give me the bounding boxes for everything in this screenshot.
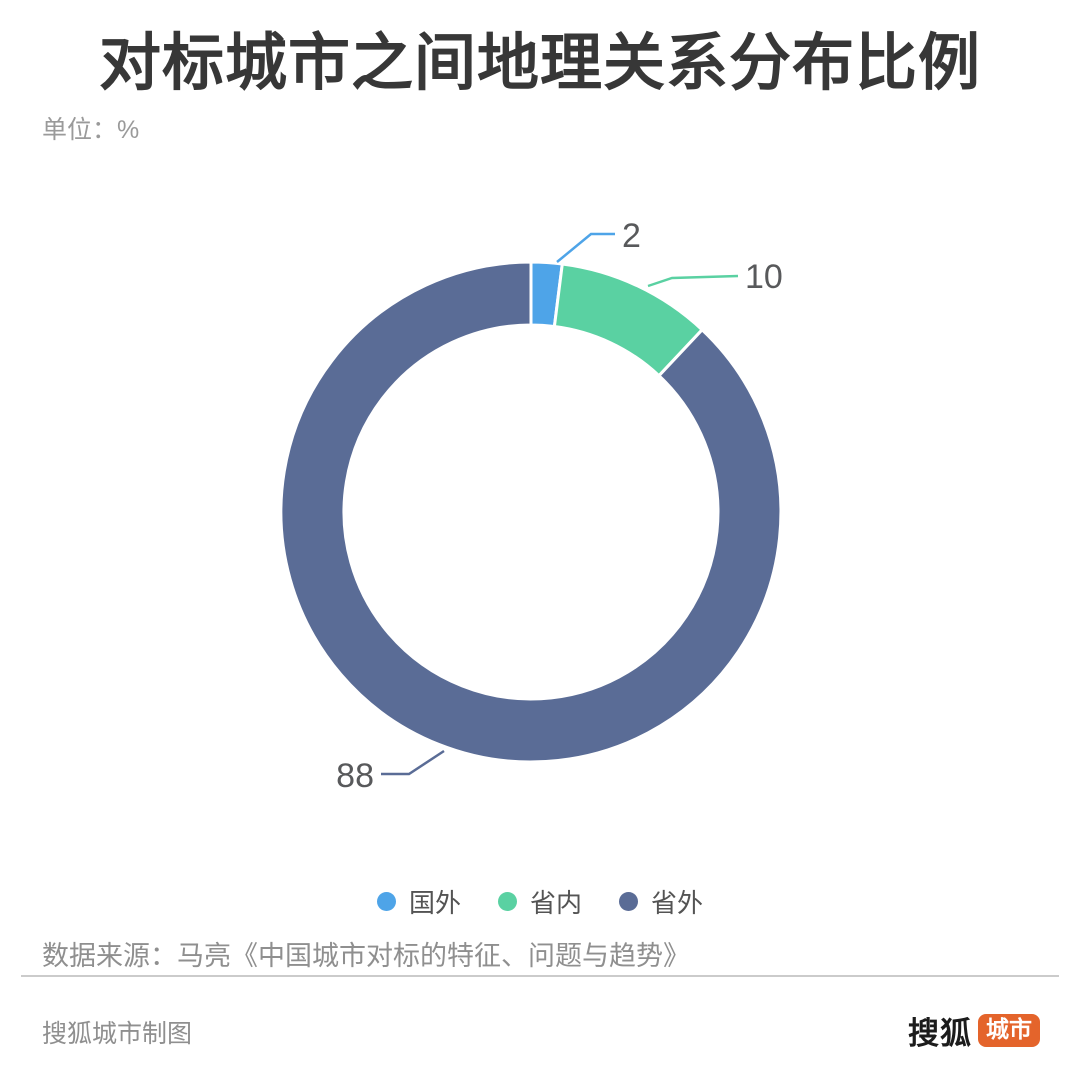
legend-item-国外: 国外 [376,883,461,920]
legend-dot-国外 [376,892,396,911]
page-title: 对标城市之间地理关系分布比例 [98,29,981,98]
sohu-city-logo: 搜狐 城市 [908,1008,1040,1053]
footer-divider [21,975,1059,977]
label-line-国外 [556,232,615,263]
data-label-省外: 88 [336,757,374,795]
legend-label-国外: 国外 [408,888,461,918]
label-line-省外 [381,749,445,776]
chart-legend: 国外 省内 省外 [0,883,1080,920]
data-label-国外: 2 [622,217,641,255]
legend-label-省内: 省内 [529,888,582,918]
legend-item-省内: 省内 [497,883,582,920]
legend-item-省外: 省外 [619,883,703,920]
legend-dot-省内 [497,892,517,911]
label-line-省内 [647,274,739,288]
data-source: 数据来源：马亮《中国城市对标的特征、问题与趋势》 [42,941,690,971]
sohu-logo-text: 搜狐 [908,1016,972,1051]
legend-dot-省外 [619,892,638,911]
sohu-city-badge: 城市 [978,1014,1040,1047]
data-label-省内: 10 [745,258,783,296]
unit-label: 单位：% [42,116,140,144]
donut-slice-省外 [279,260,783,764]
legend-label-省外: 省外 [651,888,704,918]
credit-text: 搜狐城市制图 [42,1020,193,1048]
